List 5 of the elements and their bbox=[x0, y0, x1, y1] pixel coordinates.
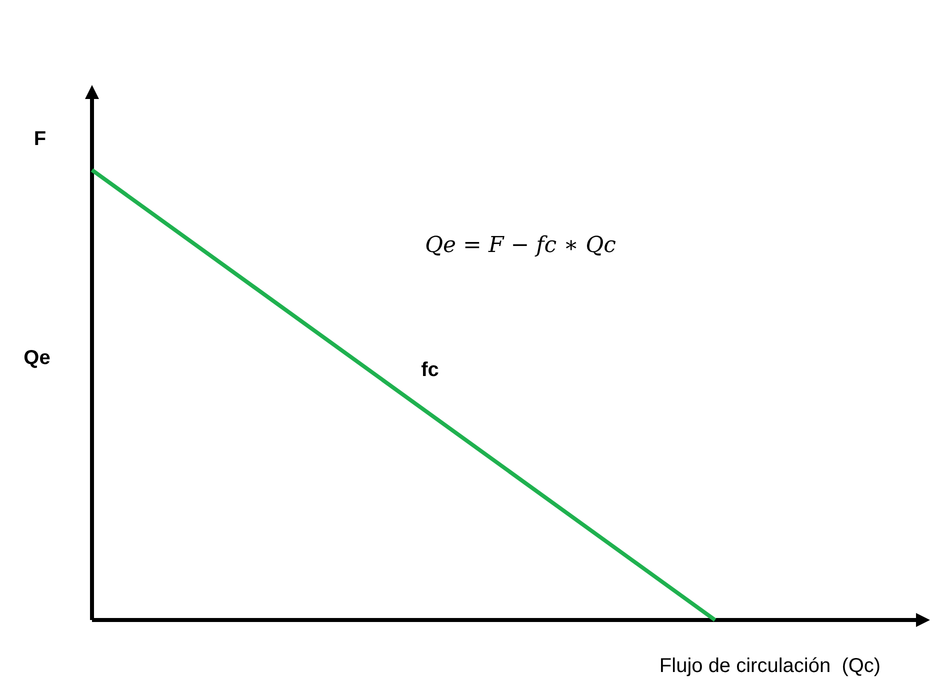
x-axis-title: Flujo de circulación (Qc) bbox=[659, 655, 881, 677]
annotation: fc bbox=[421, 359, 439, 381]
text: F bbox=[34, 128, 46, 150]
annotation: Qe = F − fc ∗ Qc bbox=[425, 233, 616, 258]
y-axis-title: Qe bbox=[24, 347, 50, 369]
